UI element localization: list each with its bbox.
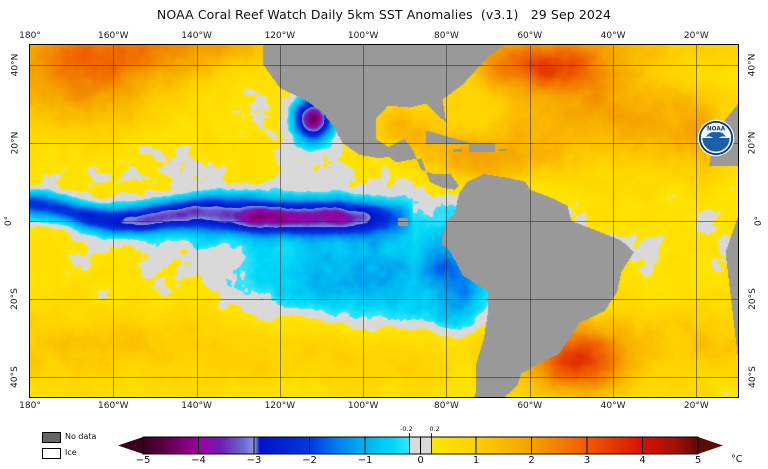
colorbar-neutral-label: 0.2 [429, 425, 440, 433]
lat-tick-label: 0° [753, 215, 764, 227]
ice-swatch [42, 447, 61, 459]
sst-anomaly-raster [30, 45, 738, 397]
lat-tick-label: 40°S [748, 366, 759, 389]
lon-tick-label: 140°W [181, 31, 212, 41]
lat-tick-label: 20°S [748, 288, 759, 311]
title-bar: NOAA Coral Reef Watch Daily 5km SST Anom… [0, 0, 768, 28]
lon-tick-label: 120°W [264, 31, 296, 41]
sst-anomaly-map [29, 44, 739, 398]
colorbar-tick-label: −5 [135, 455, 151, 466]
colorbar-tick-label: 3 [583, 455, 591, 466]
colorbar-tick-label: −3 [246, 455, 262, 466]
lon-tick-label: 100°W [347, 31, 379, 41]
lon-tick-label: 20°W [683, 31, 709, 41]
lon-tick-label: 160°W [97, 31, 129, 41]
noaa-logo-icon: NOAA [697, 119, 735, 157]
map-legend: No data Ice [42, 430, 118, 460]
colorbar-tick-label: 5 [694, 455, 702, 466]
lat-tick-label: 20°N [747, 131, 758, 155]
lat-tick-label: 40°N [747, 53, 758, 76]
noaa-logo: NOAA [697, 119, 735, 157]
colorbar-tick-label: −4 [191, 455, 206, 466]
colorbar-unit-label: °C [731, 454, 743, 465]
lon-tick-label: 40°W [600, 31, 626, 41]
colorbar-tick-label: −1 [357, 455, 373, 466]
no-data-label: No data [65, 432, 97, 441]
colorbar-extend-low [118, 437, 143, 454]
lon-tick-label: 60°W [517, 401, 543, 411]
noaa-wordmark: NOAA [707, 126, 726, 132]
lon-tick-label: 60°W [517, 31, 543, 41]
lon-tick-label: 40°W [600, 401, 626, 411]
colorbar: −5 −4 −3 −2 −1 0 1 2 3 4 5 -0.2 0.2 °C [0, 424, 768, 469]
lon-tick-label: 80°W [434, 31, 459, 41]
colorbar-tick-label: 2 [528, 455, 535, 466]
page-title: NOAA Coral Reef Watch Daily 5km SST Anom… [156, 6, 612, 22]
lat-tick-label: 40°S [9, 366, 20, 389]
lon-tick-label: 100°W [347, 401, 379, 411]
lat-tick-label: 40°N [10, 53, 21, 76]
lon-tick-label: 160°W [97, 401, 129, 411]
lon-tick-label: 180° [19, 401, 41, 411]
lon-tick-label: 180° [19, 31, 41, 41]
colorbar-gradient [118, 433, 723, 455]
lat-tick-label: 0° [4, 215, 15, 227]
legend-item-ice: Ice [42, 446, 118, 460]
lat-tick-label: 20°N [10, 131, 21, 155]
colorbar-tick-label: 1 [472, 455, 480, 466]
lon-tick-label: 120°W [264, 401, 296, 411]
lon-tick-label: 140°W [181, 401, 212, 411]
colorbar-tick-label: 4 [639, 455, 646, 466]
lon-tick-label: 20°W [683, 401, 709, 411]
colorbar-extend-high [698, 437, 723, 454]
colorbar-neutral-label: -0.2 [400, 425, 413, 433]
lat-tick-label: 20°S [9, 288, 20, 311]
no-data-swatch [42, 431, 61, 443]
colorbar-tick-label: −2 [302, 455, 317, 466]
legend-item-no-data: No data [42, 430, 118, 444]
lon-tick-label: 80°W [434, 401, 459, 411]
ice-label: Ice [65, 448, 77, 457]
colorbar-tick-label: 0 [417, 455, 424, 466]
